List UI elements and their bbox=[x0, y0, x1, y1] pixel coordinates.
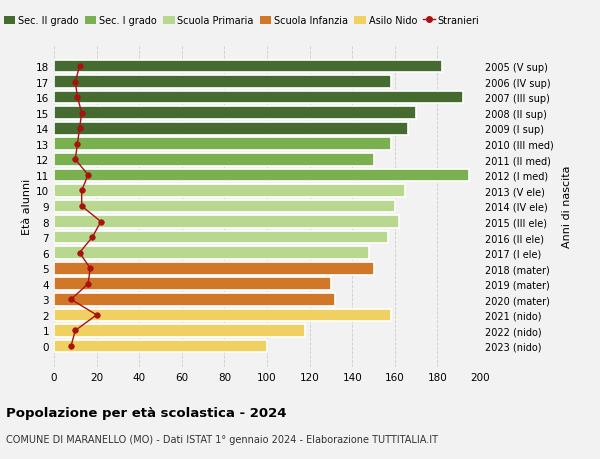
Bar bbox=[54, 247, 369, 259]
Bar bbox=[54, 325, 305, 337]
Bar bbox=[54, 293, 335, 306]
Bar bbox=[54, 107, 416, 120]
Bar bbox=[54, 200, 395, 213]
Bar bbox=[54, 138, 391, 151]
Legend: Sec. II grado, Sec. I grado, Scuola Primaria, Scuola Infanzia, Asilo Nido, Stran: Sec. II grado, Sec. I grado, Scuola Prim… bbox=[0, 12, 483, 30]
Y-axis label: Età alunni: Età alunni bbox=[22, 179, 32, 235]
Bar bbox=[54, 169, 469, 182]
Bar bbox=[54, 76, 391, 89]
Bar bbox=[54, 262, 373, 275]
Bar bbox=[54, 91, 463, 104]
Y-axis label: Anni di nascita: Anni di nascita bbox=[562, 165, 572, 248]
Bar bbox=[54, 309, 391, 322]
Bar bbox=[54, 340, 267, 353]
Bar bbox=[54, 61, 442, 73]
Bar bbox=[54, 154, 373, 166]
Text: COMUNE DI MARANELLO (MO) - Dati ISTAT 1° gennaio 2024 - Elaborazione TUTTITALIA.: COMUNE DI MARANELLO (MO) - Dati ISTAT 1°… bbox=[6, 434, 438, 444]
Bar bbox=[54, 231, 388, 244]
Bar bbox=[54, 123, 407, 135]
Bar bbox=[54, 185, 406, 197]
Bar bbox=[54, 216, 399, 229]
Bar bbox=[54, 278, 331, 291]
Text: Popolazione per età scolastica - 2024: Popolazione per età scolastica - 2024 bbox=[6, 406, 287, 419]
